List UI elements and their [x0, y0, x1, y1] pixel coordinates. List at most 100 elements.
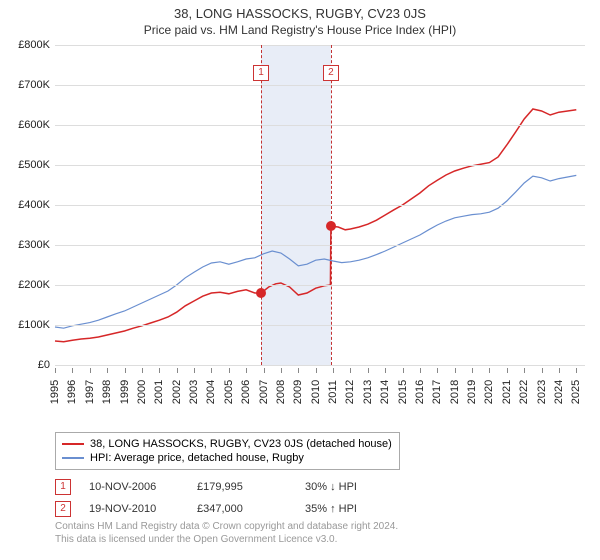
- x-tick-label: 2010: [310, 380, 322, 404]
- gridline: [55, 125, 585, 126]
- y-tick-label: £200K: [18, 279, 50, 291]
- footer-attribution: Contains HM Land Registry data © Crown c…: [55, 520, 398, 546]
- x-tick-label: 2022: [518, 380, 530, 404]
- x-tick-label: 1998: [101, 380, 113, 404]
- x-tick-mark: [159, 368, 160, 373]
- event-date: 10-NOV-2006: [89, 481, 179, 493]
- x-tick-label: 1995: [49, 380, 61, 404]
- gridline: [55, 85, 585, 86]
- x-tick-mark: [542, 368, 543, 373]
- legend-swatch: [62, 443, 84, 445]
- x-tick-label: 1997: [84, 380, 96, 404]
- x-tick-label: 2017: [431, 380, 443, 404]
- event-delta: 35% ↑ HPI: [305, 503, 395, 515]
- x-tick-label: 2003: [188, 380, 200, 404]
- gridline: [55, 285, 585, 286]
- x-tick-mark: [90, 368, 91, 373]
- x-tick-mark: [264, 368, 265, 373]
- x-tick-label: 2007: [258, 380, 270, 404]
- x-tick-mark: [142, 368, 143, 373]
- x-tick-label: 2016: [414, 380, 426, 404]
- y-tick-label: £800K: [18, 39, 50, 51]
- gridline: [55, 205, 585, 206]
- x-tick-label: 2005: [223, 380, 235, 404]
- event-marker: [326, 221, 336, 231]
- event-detail-row: 2 19-NOV-2010 £347,000 35% ↑ HPI: [55, 498, 395, 520]
- x-tick-label: 2004: [205, 380, 217, 404]
- x-tick-mark: [107, 368, 108, 373]
- legend-row: HPI: Average price, detached house, Rugb…: [62, 451, 393, 465]
- x-tick-label: 2023: [536, 380, 548, 404]
- gridline: [55, 245, 585, 246]
- x-tick-label: 2001: [153, 380, 165, 404]
- chart-title: 38, LONG HASSOCKS, RUGBY, CV23 0JS: [0, 0, 600, 21]
- x-tick-label: 2014: [379, 380, 391, 404]
- x-tick-mark: [229, 368, 230, 373]
- x-tick-mark: [177, 368, 178, 373]
- x-tick-label: 2000: [136, 380, 148, 404]
- x-tick-label: 2015: [397, 380, 409, 404]
- x-tick-label: 2019: [466, 380, 478, 404]
- events-table: 110-NOV-2006£179,99530% ↓ HPI219-NOV-201…: [55, 476, 395, 520]
- x-tick-mark: [316, 368, 317, 373]
- y-tick-label: £700K: [18, 79, 50, 91]
- y-tick-label: £100K: [18, 319, 50, 331]
- legend-label: HPI: Average price, detached house, Rugb…: [90, 452, 304, 464]
- event-price: £179,995: [197, 481, 287, 493]
- x-tick-label: 2009: [292, 380, 304, 404]
- x-tick-mark: [281, 368, 282, 373]
- event-date: 19-NOV-2010: [89, 503, 179, 515]
- gridline: [55, 325, 585, 326]
- footer-line: Contains HM Land Registry data © Crown c…: [55, 520, 398, 533]
- x-tick-label: 2018: [449, 380, 461, 404]
- x-tick-mark: [507, 368, 508, 373]
- x-tick-mark: [472, 368, 473, 373]
- legend-label: 38, LONG HASSOCKS, RUGBY, CV23 0JS (deta…: [90, 438, 392, 450]
- event-line: [331, 45, 332, 365]
- legend: 38, LONG HASSOCKS, RUGBY, CV23 0JS (deta…: [55, 432, 400, 470]
- y-tick-label: £400K: [18, 199, 50, 211]
- x-tick-mark: [368, 368, 369, 373]
- x-tick-label: 2008: [275, 380, 287, 404]
- x-tick-label: 1996: [66, 380, 78, 404]
- x-tick-label: 2012: [344, 380, 356, 404]
- x-tick-mark: [246, 368, 247, 373]
- x-tick-mark: [437, 368, 438, 373]
- event-detail-row: 110-NOV-2006£179,99530% ↓ HPI: [55, 476, 395, 498]
- y-tick-label: £500K: [18, 159, 50, 171]
- y-tick-label: £0: [38, 359, 50, 371]
- x-tick-label: 2025: [570, 380, 582, 404]
- x-tick-mark: [298, 368, 299, 373]
- x-tick-mark: [489, 368, 490, 373]
- event-line: [261, 45, 262, 365]
- x-tick-label: 1999: [119, 380, 131, 404]
- event-price: £347,000: [197, 503, 287, 515]
- x-tick-mark: [385, 368, 386, 373]
- y-axis: £0£100K£200K£300K£400K£500K£600K£700K£80…: [0, 45, 55, 365]
- x-tick-mark: [420, 368, 421, 373]
- x-tick-mark: [72, 368, 73, 373]
- footer-line: This data is licensed under the Open Gov…: [55, 533, 398, 546]
- x-tick-mark: [55, 368, 56, 373]
- x-tick-mark: [125, 368, 126, 373]
- gridline: [55, 45, 585, 46]
- gridline: [55, 165, 585, 166]
- series-hpi: [55, 175, 576, 328]
- event-flag: 2: [323, 65, 339, 81]
- event-delta: 30% ↓ HPI: [305, 481, 395, 493]
- x-tick-mark: [559, 368, 560, 373]
- x-tick-label: 2020: [483, 380, 495, 404]
- event-flag: 1: [253, 65, 269, 81]
- x-tick-label: 2021: [501, 380, 513, 404]
- chart-area: £0£100K£200K£300K£400K£500K£600K£700K£80…: [0, 40, 600, 420]
- event-number: 2: [55, 501, 71, 517]
- x-tick-label: 2006: [240, 380, 252, 404]
- x-tick-label: 2011: [327, 380, 339, 404]
- x-tick-mark: [403, 368, 404, 373]
- legend-swatch: [62, 457, 84, 459]
- legend-row: 38, LONG HASSOCKS, RUGBY, CV23 0JS (deta…: [62, 437, 393, 451]
- x-tick-label: 2024: [553, 380, 565, 404]
- event-marker: [256, 288, 266, 298]
- x-tick-mark: [333, 368, 334, 373]
- x-tick-label: 2002: [171, 380, 183, 404]
